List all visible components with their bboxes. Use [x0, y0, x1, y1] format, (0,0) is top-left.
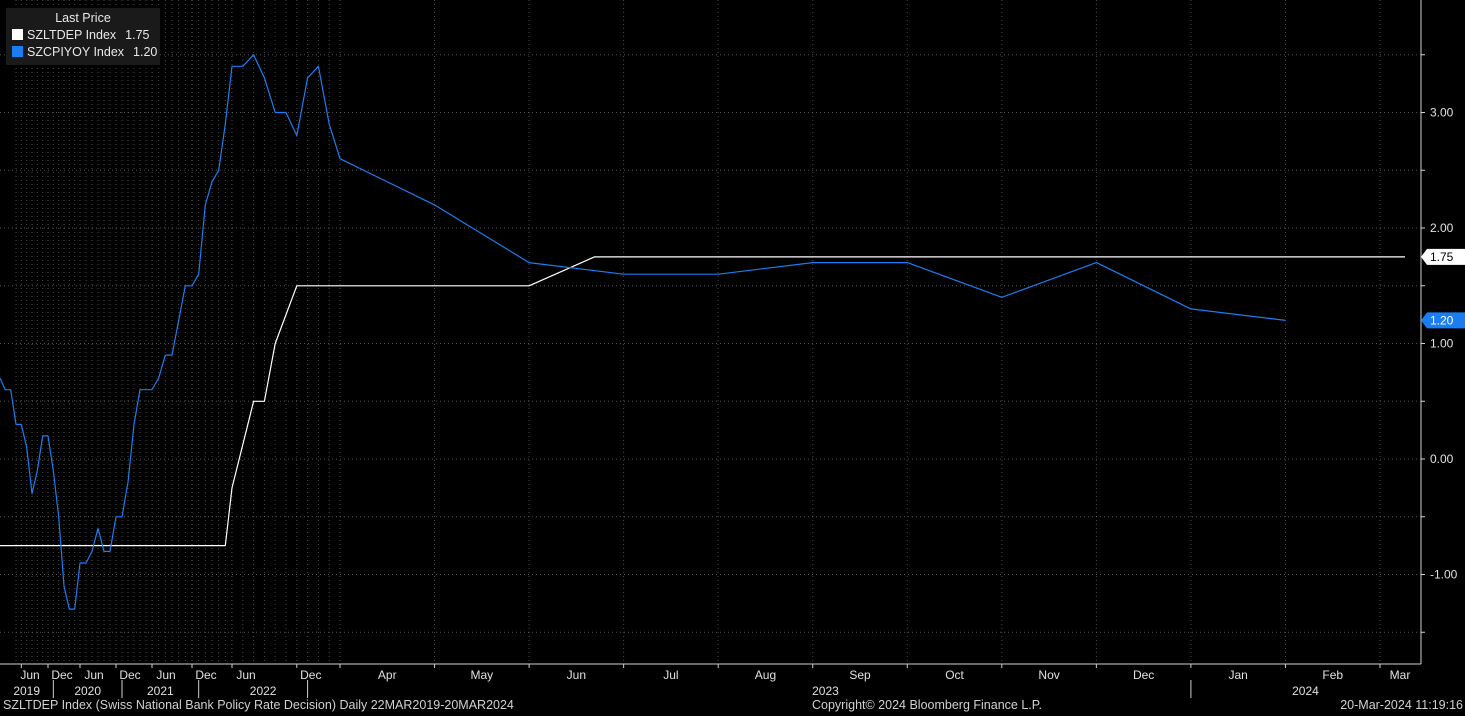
last-value-tags: 1.75 1.20 — [1421, 248, 1465, 329]
x-month-label: Aug — [755, 668, 776, 682]
x-month-label: Dec — [1133, 668, 1154, 682]
x-year-label: 2019 — [13, 684, 40, 698]
last-value-tag: 1.20 — [1421, 312, 1465, 329]
y-axis-labels: 3.00 2.00 1.00 0.00 -1.00 — [1430, 106, 1458, 582]
legend-item-szltdep: SZLTDEP Index 1.75 — [6, 26, 160, 43]
legend-item-value: 1.20 — [133, 44, 158, 59]
legend-item-name: SZLTDEP Index — [27, 27, 117, 42]
footer-timestamp: 20-Mar-2024 11:19:16 — [1340, 698, 1463, 712]
y-tick-label: 1.00 — [1430, 337, 1454, 351]
y-tick-label: -1.00 — [1430, 568, 1458, 582]
x-year-label: 2024 — [1292, 684, 1319, 698]
x-month-label: Nov — [1038, 668, 1059, 682]
axes — [0, 0, 1425, 698]
series-line-szcpiyoy — [0, 54, 1286, 610]
x-month-label: Apr — [378, 668, 397, 682]
y-tick-label: 2.00 — [1430, 221, 1454, 235]
series-lines — [0, 54, 1405, 610]
legend-swatch-blue — [12, 46, 23, 57]
x-month-label: Sep — [849, 668, 871, 682]
legend-item-value: 1.75 — [125, 27, 150, 42]
last-value-tag: 1.75 — [1421, 248, 1465, 265]
last-value-tag-bg — [1421, 248, 1465, 265]
footer-description: SZLTDEP Index (Swiss National Bank Polic… — [3, 698, 514, 712]
x-month-label: Jun — [156, 668, 175, 682]
legend: Last Price SZLTDEP Index 1.75 SZCPIYOY I… — [6, 8, 160, 65]
x-axis-labels: Jun Dec Jun Dec Jun Dec Jun Dec Apr May Jun Jul Aug S… — [13, 668, 1410, 698]
y-tick-label: 0.00 — [1430, 452, 1454, 466]
last-value-tag-bg — [1421, 312, 1465, 329]
last-value-tag-label: 1.75 — [1430, 250, 1454, 264]
x-year-label: 2023 — [812, 684, 839, 698]
footer-copyright: Copyright© 2024 Bloomberg Finance L.P. — [812, 698, 1042, 712]
y-tick-label: 3.00 — [1430, 106, 1454, 120]
x-month-label: Mar — [1390, 668, 1411, 682]
legend-title: Last Price — [55, 11, 111, 25]
grid-lines — [0, 0, 1421, 664]
x-month-label: May — [470, 668, 493, 682]
legend-item-szcpiyoy: SZCPIYOY Index 1.20 — [6, 43, 160, 60]
x-year-label: 2022 — [250, 684, 277, 698]
x-month-label: Jul — [663, 668, 678, 682]
x-month-label: Jun — [567, 668, 586, 682]
series-line-szltdep — [0, 256, 1405, 547]
x-month-label: Dec — [119, 668, 140, 682]
x-month-label: Dec — [51, 668, 72, 682]
legend-item-name: SZCPIYOY Index — [27, 44, 125, 59]
x-month-label: Jun — [20, 668, 39, 682]
x-month-label: Jun — [236, 668, 255, 682]
x-month-label: Oct — [945, 668, 964, 682]
last-value-tag-label: 1.20 — [1430, 313, 1454, 327]
x-month-label: Dec — [195, 668, 216, 682]
x-month-label: Feb — [1322, 668, 1343, 682]
legend-swatch-white — [12, 29, 23, 40]
x-year-label: 2021 — [147, 684, 174, 698]
x-month-label: Jan — [1229, 668, 1248, 682]
x-year-label: 2020 — [74, 684, 101, 698]
x-month-label: Dec — [300, 668, 321, 682]
x-month-label: Jun — [84, 668, 103, 682]
